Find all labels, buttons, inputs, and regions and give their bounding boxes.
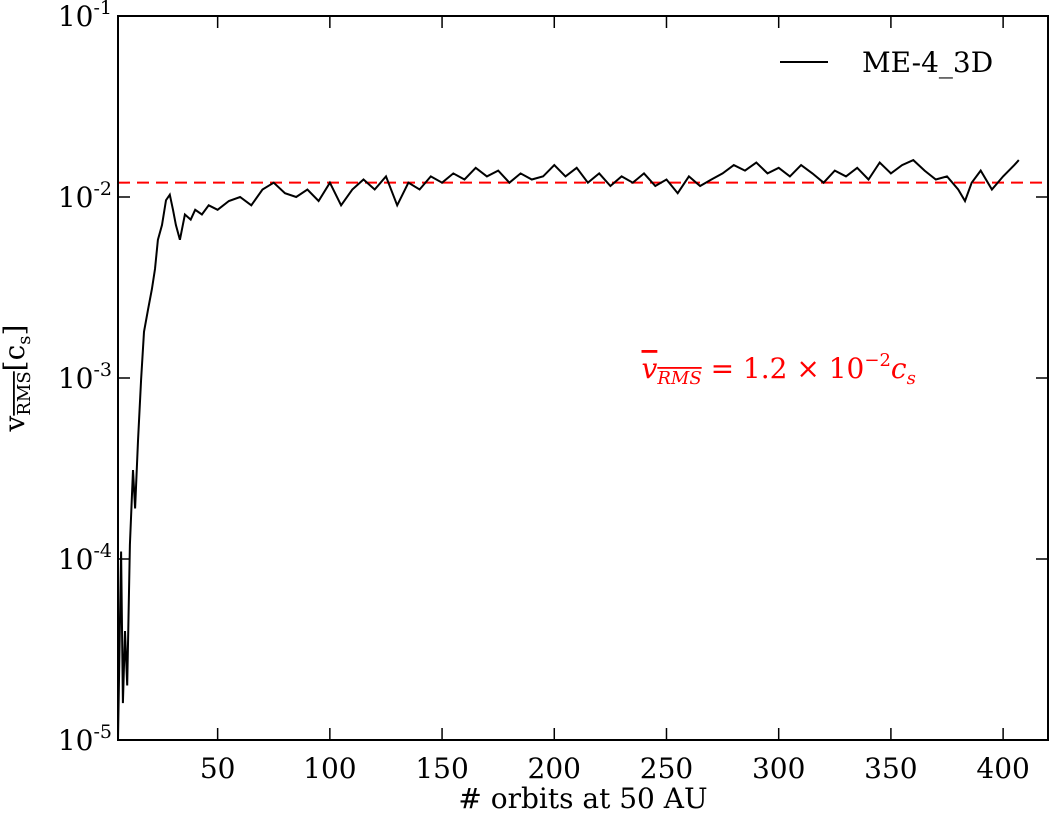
label-part: RMS [14,371,35,415]
legend-label: ME-4_3D [862,46,993,79]
x-tick-label: 200 [528,752,581,785]
x-tick-label: 150 [415,752,468,785]
x-tick-label: 50 [200,752,236,785]
x-tick-label: 350 [864,752,917,785]
label-part: = 1.2 × 10 [702,352,865,385]
annotation: vRMS = 1.2 × 10−2cs [642,350,916,389]
plot-frame [117,15,1049,741]
y-tick-label: 10-5 [58,721,112,757]
y-tick-label: 10-2 [58,178,112,214]
label-part: RMS [656,368,701,389]
x-tick-label: 100 [303,752,356,785]
label-part: c [891,352,907,385]
x-tick-label: 300 [752,752,805,785]
label-part: v [642,352,658,385]
label-part: s [14,335,35,344]
x-tick-label: 400 [976,752,1029,785]
y-axis-label: vRMS[cs] [0,325,35,433]
x-axis-label: # orbits at 50 AU [458,782,707,815]
x-tick-label: 250 [640,752,693,785]
y-tick-label: 10-4 [58,540,112,576]
label-part: [c [0,345,31,372]
data-line [117,158,1020,741]
y-tick-label: 10-1 [58,0,112,33]
label-part: ] [0,325,31,336]
y-tick-label: 10-3 [58,359,112,395]
label-part: v [0,415,31,432]
label-part: −2 [864,350,891,371]
label-part: s [907,368,916,389]
